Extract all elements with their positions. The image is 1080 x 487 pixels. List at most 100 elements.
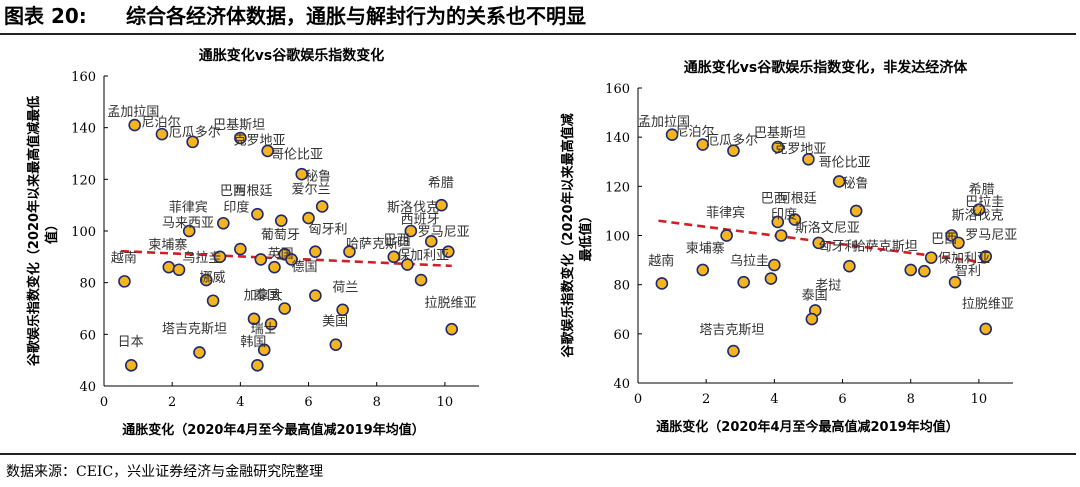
point-label: 菲律宾 bbox=[169, 200, 208, 216]
point-label: 厄瓜多尔 bbox=[169, 125, 221, 141]
x-tick-label: 10 bbox=[437, 395, 454, 410]
point-label: 匈牙利 bbox=[819, 239, 858, 254]
data-point bbox=[155, 127, 169, 141]
chart-title: 通胀变化vs谷歌娱乐指数变化 bbox=[199, 47, 384, 64]
data-point bbox=[118, 275, 131, 288]
data-point bbox=[924, 251, 938, 264]
data-point bbox=[442, 245, 455, 258]
data-point bbox=[424, 235, 438, 248]
data-point bbox=[414, 273, 428, 287]
data-point bbox=[401, 258, 414, 271]
data-point bbox=[802, 152, 815, 166]
y-tick-label: 40 bbox=[613, 377, 630, 392]
data-point bbox=[435, 198, 448, 212]
y-axis-label: 谷歌娱乐指数变化（2020年以来最高值减 bbox=[560, 113, 576, 357]
point-label: 秘鲁 bbox=[843, 177, 869, 192]
header-rule bbox=[0, 33, 1076, 35]
point-label: 巴西 bbox=[220, 184, 246, 199]
data-point bbox=[251, 207, 264, 221]
data-point bbox=[315, 200, 329, 213]
point-label: 哈萨克斯坦 bbox=[853, 239, 918, 254]
data-point bbox=[128, 118, 141, 132]
data-point bbox=[186, 135, 199, 149]
point-label: 泰国 bbox=[802, 288, 828, 303]
point-label: 斯洛伐克 bbox=[952, 209, 1004, 224]
data-point bbox=[972, 203, 986, 216]
point-label: 克罗地亚 bbox=[234, 133, 286, 148]
data-point bbox=[843, 259, 856, 273]
point-label: 塔吉克斯坦 bbox=[699, 323, 764, 338]
point-label: 老挝 bbox=[815, 279, 841, 294]
scatter-chart-all: 通胀变化vs谷歌娱乐指数变化 40 60 80 100 120 140 160 0 2 4 6 8 10 通… bbox=[26, 47, 479, 438]
x-tick-label: 0 bbox=[634, 392, 642, 407]
data-point bbox=[849, 204, 863, 218]
data-point bbox=[948, 275, 962, 289]
data-point bbox=[182, 224, 196, 238]
data-point bbox=[768, 258, 781, 272]
footer-rule bbox=[0, 453, 1076, 455]
data-point bbox=[329, 338, 343, 351]
point-label: 巴西 bbox=[384, 233, 410, 248]
trend-line bbox=[120, 249, 452, 268]
y-tick-label: 40 bbox=[79, 380, 96, 395]
point-label: 韩国 bbox=[240, 335, 266, 350]
point-label: 斯洛文尼亚 bbox=[795, 221, 860, 236]
data-point bbox=[805, 312, 819, 326]
data-point bbox=[665, 128, 679, 142]
point-label: 巴西 bbox=[761, 191, 787, 206]
data-point bbox=[278, 302, 291, 315]
point-label: 美国 bbox=[322, 314, 348, 329]
x-axis-label: 通胀变化（2020年4月至今最高值减2019年均值） bbox=[122, 422, 424, 438]
data-point bbox=[655, 277, 669, 290]
data-point bbox=[696, 138, 710, 151]
data-point bbox=[268, 260, 281, 274]
data-point bbox=[788, 213, 802, 226]
point-label: 巴基斯坦 bbox=[213, 118, 265, 133]
point-label: 葡萄牙 bbox=[261, 228, 300, 243]
figure-header: 图表 20: 综合各经济体数据，通胀与解封行为的关系也不明显 bbox=[4, 3, 1076, 33]
point-label: 哈萨克斯坦 bbox=[346, 237, 411, 252]
data-point bbox=[737, 275, 750, 289]
x-tick-label: 8 bbox=[907, 392, 915, 407]
data-point bbox=[904, 263, 918, 277]
y-tick-label: 80 bbox=[613, 279, 630, 294]
point-label: 拉脱维亚 bbox=[962, 297, 1014, 312]
point-label: 斯洛伐克 bbox=[387, 201, 439, 216]
point-label: 厄瓜多尔 bbox=[706, 133, 758, 149]
data-point bbox=[199, 273, 213, 287]
y-tick-label: 100 bbox=[605, 230, 630, 245]
data-point bbox=[979, 250, 993, 263]
y-axis-label: 值） bbox=[44, 218, 60, 244]
x-tick-label: 6 bbox=[838, 392, 846, 407]
scatter-chart-developing: 通胀变化vs谷歌娱乐指数变化，非发达经济体 40 60 80 100 120 140 160 0… bbox=[560, 59, 1017, 435]
y-tick-label: 60 bbox=[613, 328, 630, 343]
source-note: 数据来源：CEIC，兴业证券经济与金融研究院整理 bbox=[6, 464, 324, 480]
data-point bbox=[254, 253, 268, 266]
point-label: 罗马尼亚 bbox=[418, 225, 470, 240]
data-point bbox=[251, 359, 264, 372]
data-point bbox=[771, 215, 785, 229]
point-label: 巴基斯坦 bbox=[754, 126, 806, 141]
data-point bbox=[274, 214, 288, 227]
point-label: 秘鲁 bbox=[305, 170, 331, 185]
y-tick-label: 140 bbox=[71, 122, 96, 137]
x-tick-label: 8 bbox=[373, 395, 381, 410]
point-label: 西班牙 bbox=[401, 212, 440, 227]
data-point bbox=[247, 312, 261, 326]
data-point bbox=[387, 250, 401, 264]
x-tick-label: 4 bbox=[770, 392, 778, 407]
y-tick-label: 160 bbox=[605, 82, 630, 97]
point-label: 尼泊尔 bbox=[142, 115, 181, 130]
point-label: 印度 bbox=[771, 206, 797, 222]
chart-title: 通胀变化vs谷歌娱乐指数变化，非发达经济体 bbox=[684, 59, 968, 76]
data-point bbox=[336, 303, 349, 317]
y-tick-label: 160 bbox=[71, 70, 96, 85]
y-tick-label: 120 bbox=[605, 180, 630, 195]
y-tick-label: 60 bbox=[79, 328, 96, 343]
point-label: 罗马尼亚 bbox=[965, 228, 1017, 243]
point-label: 保加利亚 bbox=[397, 248, 449, 263]
point-label: 匈牙利 bbox=[309, 223, 348, 238]
point-label: 克罗地亚 bbox=[774, 142, 826, 157]
data-point bbox=[193, 346, 206, 359]
point-label: 日本 bbox=[118, 335, 144, 350]
